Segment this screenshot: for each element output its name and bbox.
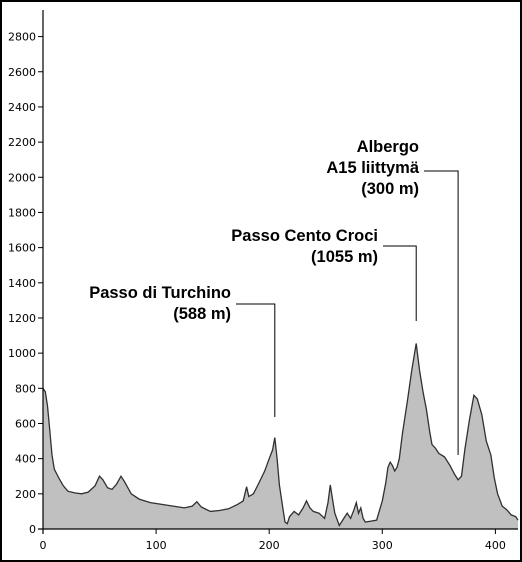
chart-annotations: Passo di Turchino(588 m)Passo Cento Croc…: [89, 138, 459, 455]
y-tick-label: 2000: [8, 171, 36, 184]
y-tick-label: 1800: [8, 206, 36, 219]
annotation-leader-line: [236, 303, 276, 417]
x-tick-label: 0: [40, 539, 47, 552]
area-fill-series-0: [43, 343, 518, 529]
y-tick-label: 200: [15, 488, 36, 501]
y-tick-label: 400: [15, 453, 36, 466]
chart-axes: 0200400600800100012001400160018002000220…: [8, 10, 518, 552]
x-tick-label: 100: [146, 539, 167, 552]
y-tick-label: 1600: [8, 242, 36, 255]
y-tick-label: 2200: [8, 136, 36, 149]
annotation-label: Albergo: [357, 138, 419, 156]
y-tick-label: 1200: [8, 312, 36, 325]
y-tick-label: 2600: [8, 66, 36, 79]
annotation-0: Passo di Turchino (588 m): [89, 284, 276, 417]
annotation-label: A15 liittymä: [326, 159, 419, 177]
annotation-2: Albergo A15 liittymä (300 m): [326, 138, 459, 455]
annotation-leader-line: [424, 170, 459, 455]
x-tick-label: 200: [259, 539, 280, 552]
y-tick-label: 2800: [8, 31, 36, 44]
annotation-label: Passo di Turchino: [89, 284, 231, 302]
y-tick-label: 0: [29, 523, 36, 536]
x-tick-label: 300: [372, 539, 393, 552]
annotation-label: Passo Cento Croci: [231, 227, 378, 245]
area-line-series-0: [42, 343, 519, 527]
y-tick-label: 600: [15, 417, 36, 430]
annotation-label: (588 m): [173, 305, 231, 323]
y-tick-label: 2400: [8, 101, 36, 114]
annotation-label: (1055 m): [311, 248, 378, 266]
elevation-area: [42, 343, 519, 529]
y-tick-label: 1400: [8, 277, 36, 290]
y-tick-label: 1000: [8, 347, 36, 360]
y-tick-label: 800: [15, 382, 36, 395]
annotation-label: (300 m): [361, 180, 419, 198]
x-tick-label: 400: [485, 539, 506, 552]
annotation-1: Passo Cento Croci (1055 m): [231, 227, 417, 321]
annotation-leader-line: [383, 245, 417, 321]
